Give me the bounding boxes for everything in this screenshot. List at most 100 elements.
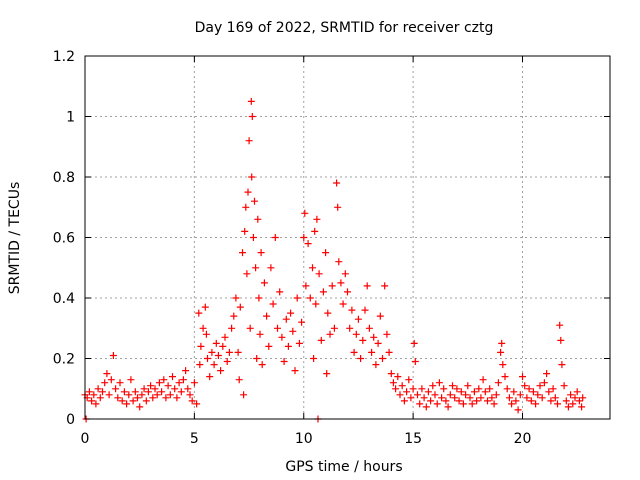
data-point <box>173 394 181 402</box>
data-point <box>337 279 345 287</box>
data-point <box>202 330 210 338</box>
data-point <box>94 385 102 393</box>
data-point <box>462 391 470 399</box>
data-point <box>164 382 172 390</box>
data-point <box>253 355 261 362</box>
data-point <box>289 327 297 335</box>
data-point <box>112 385 120 393</box>
data-point <box>464 382 472 390</box>
data-point <box>242 203 250 211</box>
data-point <box>158 388 166 396</box>
data-point <box>564 403 572 411</box>
data-point <box>424 388 432 396</box>
data-point <box>291 367 299 375</box>
data-point <box>267 264 275 272</box>
data-point <box>306 294 314 302</box>
data-point <box>379 355 386 362</box>
y-tick-label: 1.2 <box>53 49 75 65</box>
data-point <box>409 385 417 393</box>
data-point <box>435 379 443 387</box>
data-point <box>199 324 207 332</box>
data-point <box>394 373 402 381</box>
data-point <box>204 355 211 362</box>
data-point <box>575 397 583 405</box>
data-point <box>309 264 316 272</box>
data-point <box>363 282 371 290</box>
x-tick-label: 20 <box>514 431 532 447</box>
data-point <box>248 173 256 181</box>
data-point <box>400 397 408 405</box>
data-point <box>558 361 566 369</box>
data-point <box>466 394 474 402</box>
data-point <box>383 330 391 338</box>
data-point <box>451 394 459 402</box>
data-point <box>322 249 330 257</box>
data-point <box>127 376 135 384</box>
data-point <box>510 388 518 396</box>
data-point <box>247 97 255 105</box>
data-point <box>193 400 201 408</box>
data-point <box>147 382 155 390</box>
data-point <box>310 355 318 362</box>
data-point <box>313 215 321 223</box>
data-point <box>556 321 564 329</box>
data-point <box>398 382 406 390</box>
data-point <box>538 394 546 402</box>
data-point <box>350 348 358 356</box>
data-point <box>532 400 540 408</box>
data-point <box>468 400 476 408</box>
data-point <box>497 348 505 356</box>
data-point <box>219 342 227 350</box>
data-point <box>411 358 419 365</box>
data-point <box>140 385 148 393</box>
data-point <box>479 376 487 384</box>
data-point <box>352 330 360 338</box>
data-point <box>246 324 254 332</box>
data-point <box>549 385 557 393</box>
data-point <box>197 342 205 350</box>
data-point <box>508 400 516 408</box>
data-point <box>171 385 179 393</box>
data-point <box>554 400 561 408</box>
data-point <box>385 348 393 356</box>
data-point <box>442 397 450 405</box>
data-point <box>529 388 537 396</box>
data-point <box>166 391 174 399</box>
data-point <box>240 391 248 399</box>
data-point <box>357 355 365 362</box>
data-point <box>241 227 249 235</box>
data-point <box>410 339 418 347</box>
data-point <box>196 361 204 369</box>
data-point <box>457 388 465 396</box>
data-point <box>255 294 263 302</box>
data-point <box>527 397 535 405</box>
data-point <box>151 385 159 393</box>
data-point <box>92 400 100 408</box>
data-point <box>503 385 511 393</box>
data-point <box>116 379 124 387</box>
data-point <box>208 348 216 356</box>
data-point <box>414 391 421 399</box>
data-point <box>155 379 163 387</box>
data-point <box>481 388 489 396</box>
data-point <box>107 376 115 384</box>
data-point <box>512 397 520 405</box>
data-point <box>433 400 441 408</box>
data-point <box>243 270 251 278</box>
data-point <box>477 394 485 402</box>
data-point <box>429 382 437 390</box>
data-point <box>239 249 246 257</box>
data-point <box>372 361 380 369</box>
data-point <box>131 388 139 396</box>
chart-title: Day 169 of 2022, SRMTID for receiver czt… <box>195 20 494 36</box>
data-point <box>251 197 258 205</box>
data-point <box>96 394 104 402</box>
data-point <box>534 391 542 399</box>
data-point <box>153 391 161 399</box>
data-point <box>562 397 570 405</box>
data-point <box>302 282 310 290</box>
data-point <box>301 209 309 217</box>
data-point <box>374 339 382 347</box>
data-point <box>579 394 587 402</box>
